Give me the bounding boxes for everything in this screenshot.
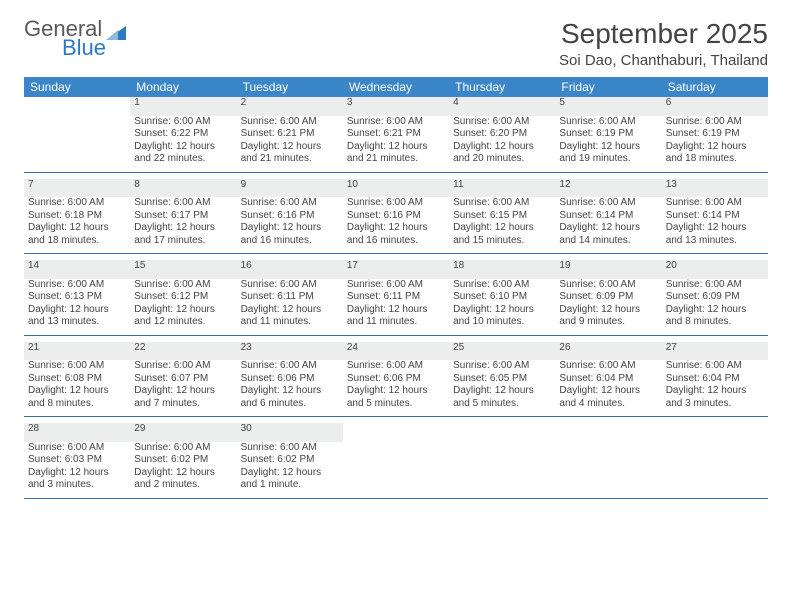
day-number: 3: [343, 97, 449, 116]
day-number: 27: [662, 342, 768, 361]
day-cell: [555, 442, 661, 499]
day-number: 22: [130, 342, 236, 361]
day-cell: [662, 442, 768, 499]
day-header: Saturday: [662, 77, 768, 97]
day-number-row: 282930: [24, 423, 768, 442]
day-cell: Sunrise: 6:00 AMSunset: 6:21 PMDaylight:…: [343, 116, 449, 173]
day-cell: Sunrise: 6:00 AMSunset: 6:06 PMDaylight:…: [237, 360, 343, 417]
day-cell: Sunrise: 6:00 AMSunset: 6:02 PMDaylight:…: [130, 442, 236, 499]
day-cell: Sunrise: 6:00 AMSunset: 6:10 PMDaylight:…: [449, 279, 555, 336]
day-header-row: SundayMondayTuesdayWednesdayThursdayFrid…: [24, 77, 768, 97]
day-content-row: Sunrise: 6:00 AMSunset: 6:08 PMDaylight:…: [24, 360, 768, 417]
day-number: 19: [555, 260, 661, 279]
day-cell: Sunrise: 6:00 AMSunset: 6:16 PMDaylight:…: [343, 197, 449, 254]
day-cell: Sunrise: 6:00 AMSunset: 6:03 PMDaylight:…: [24, 442, 130, 499]
day-number: 13: [662, 179, 768, 198]
day-number: 21: [24, 342, 130, 361]
day-cell: Sunrise: 6:00 AMSunset: 6:04 PMDaylight:…: [555, 360, 661, 417]
day-cell: Sunrise: 6:00 AMSunset: 6:17 PMDaylight:…: [130, 197, 236, 254]
day-cell: [343, 442, 449, 499]
day-number: 8: [130, 179, 236, 198]
day-cell: Sunrise: 6:00 AMSunset: 6:04 PMDaylight:…: [662, 360, 768, 417]
day-header: Monday: [130, 77, 236, 97]
calendar-table: SundayMondayTuesdayWednesdayThursdayFrid…: [24, 77, 768, 505]
day-number-row: 21222324252627: [24, 342, 768, 361]
day-number: 4: [449, 97, 555, 116]
day-number: 16: [237, 260, 343, 279]
day-cell: Sunrise: 6:00 AMSunset: 6:20 PMDaylight:…: [449, 116, 555, 173]
day-number: 24: [343, 342, 449, 361]
day-cell: [24, 116, 130, 173]
day-number: 11: [449, 179, 555, 198]
sail-icon: [106, 22, 126, 36]
day-cell: Sunrise: 6:00 AMSunset: 6:07 PMDaylight:…: [130, 360, 236, 417]
day-cell: Sunrise: 6:00 AMSunset: 6:09 PMDaylight:…: [662, 279, 768, 336]
day-number: [449, 423, 555, 442]
location-text: Soi Dao, Chanthaburi, Thailand: [559, 52, 768, 69]
day-content-row: Sunrise: 6:00 AMSunset: 6:13 PMDaylight:…: [24, 279, 768, 336]
day-number: 14: [24, 260, 130, 279]
day-number: [343, 423, 449, 442]
day-cell: Sunrise: 6:00 AMSunset: 6:22 PMDaylight:…: [130, 116, 236, 173]
day-cell: Sunrise: 6:00 AMSunset: 6:06 PMDaylight:…: [343, 360, 449, 417]
day-number: [24, 97, 130, 116]
day-number: 1: [130, 97, 236, 116]
day-cell: Sunrise: 6:00 AMSunset: 6:14 PMDaylight:…: [555, 197, 661, 254]
day-number: 29: [130, 423, 236, 442]
separator-row: [24, 498, 768, 505]
title-block: September 2025 Soi Dao, Chanthaburi, Tha…: [559, 18, 768, 69]
day-cell: Sunrise: 6:00 AMSunset: 6:19 PMDaylight:…: [662, 116, 768, 173]
day-number: 25: [449, 342, 555, 361]
day-cell: Sunrise: 6:00 AMSunset: 6:14 PMDaylight:…: [662, 197, 768, 254]
day-number: 9: [237, 179, 343, 198]
day-cell: Sunrise: 6:00 AMSunset: 6:02 PMDaylight:…: [237, 442, 343, 499]
day-cell: Sunrise: 6:00 AMSunset: 6:09 PMDaylight:…: [555, 279, 661, 336]
day-number: 30: [237, 423, 343, 442]
header: General Blue September 2025 Soi Dao, Cha…: [24, 18, 768, 69]
day-number: 26: [555, 342, 661, 361]
day-number: 15: [130, 260, 236, 279]
day-number: 6: [662, 97, 768, 116]
day-number: 18: [449, 260, 555, 279]
day-number: 5: [555, 97, 661, 116]
day-cell: [449, 442, 555, 499]
day-cell: Sunrise: 6:00 AMSunset: 6:15 PMDaylight:…: [449, 197, 555, 254]
day-header: Tuesday: [237, 77, 343, 97]
day-number-row: 78910111213: [24, 179, 768, 198]
day-cell: Sunrise: 6:00 AMSunset: 6:18 PMDaylight:…: [24, 197, 130, 254]
day-cell: Sunrise: 6:00 AMSunset: 6:05 PMDaylight:…: [449, 360, 555, 417]
day-number: [662, 423, 768, 442]
day-number: 2: [237, 97, 343, 116]
brand-word2: Blue: [62, 37, 126, 59]
day-number: 23: [237, 342, 343, 361]
day-number: [555, 423, 661, 442]
day-number: 17: [343, 260, 449, 279]
day-header: Thursday: [449, 77, 555, 97]
day-number: 7: [24, 179, 130, 198]
day-cell: Sunrise: 6:00 AMSunset: 6:12 PMDaylight:…: [130, 279, 236, 336]
day-number: 28: [24, 423, 130, 442]
day-number: 20: [662, 260, 768, 279]
day-cell: Sunrise: 6:00 AMSunset: 6:19 PMDaylight:…: [555, 116, 661, 173]
day-content-row: Sunrise: 6:00 AMSunset: 6:18 PMDaylight:…: [24, 197, 768, 254]
day-cell: Sunrise: 6:00 AMSunset: 6:16 PMDaylight:…: [237, 197, 343, 254]
day-cell: Sunrise: 6:00 AMSunset: 6:11 PMDaylight:…: [343, 279, 449, 336]
day-number-row: 14151617181920: [24, 260, 768, 279]
day-header: Friday: [555, 77, 661, 97]
day-header: Sunday: [24, 77, 130, 97]
day-cell: Sunrise: 6:00 AMSunset: 6:11 PMDaylight:…: [237, 279, 343, 336]
brand-logo: General Blue: [24, 18, 126, 59]
day-number: 10: [343, 179, 449, 198]
month-title: September 2025: [559, 18, 768, 50]
day-header: Wednesday: [343, 77, 449, 97]
day-cell: Sunrise: 6:00 AMSunset: 6:13 PMDaylight:…: [24, 279, 130, 336]
day-cell: Sunrise: 6:00 AMSunset: 6:08 PMDaylight:…: [24, 360, 130, 417]
day-number-row: 123456: [24, 97, 768, 116]
day-number: 12: [555, 179, 661, 198]
day-content-row: Sunrise: 6:00 AMSunset: 6:03 PMDaylight:…: [24, 442, 768, 499]
day-content-row: Sunrise: 6:00 AMSunset: 6:22 PMDaylight:…: [24, 116, 768, 173]
day-cell: Sunrise: 6:00 AMSunset: 6:21 PMDaylight:…: [237, 116, 343, 173]
